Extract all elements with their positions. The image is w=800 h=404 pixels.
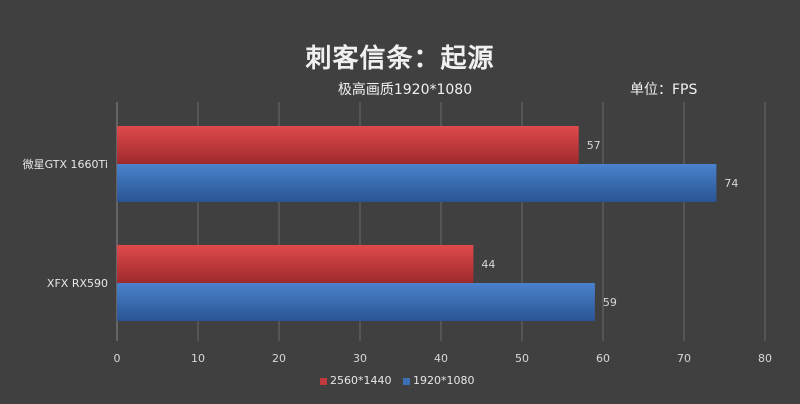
x-tick-label: 10: [191, 352, 205, 365]
x-tick-label: 30: [353, 352, 367, 365]
x-tick-label: 80: [758, 352, 772, 365]
legend-swatch: [403, 377, 410, 385]
unit-label: 单位：FPS: [630, 82, 698, 98]
x-tick-label: 0: [114, 352, 121, 365]
legend-item: 1920*1080: [403, 374, 475, 387]
chart-legend: 2560*1440 1920*1080: [300, 374, 520, 390]
data-label: 74: [724, 177, 738, 190]
x-tick-label: 20: [272, 352, 286, 365]
legend-label: 1920*1080: [413, 374, 475, 387]
data-label: 57: [587, 139, 601, 152]
x-tick-label: 60: [596, 352, 610, 365]
x-tick-label: 40: [434, 352, 448, 365]
data-label: 44: [481, 258, 495, 271]
category-label: XFX RX590: [47, 277, 108, 290]
legend-label: 2560*1440: [330, 374, 392, 387]
x-tick-label: 50: [515, 352, 529, 365]
chart-title: 刺客信条：起源: [305, 44, 495, 74]
bar-1920x1080: [117, 283, 595, 321]
bar-2560x1440: [117, 245, 474, 283]
legend-swatch: [320, 377, 327, 385]
data-label: 59: [603, 296, 617, 309]
x-tick-label: 70: [677, 352, 691, 365]
category-label: 微星GTX 1660Ti: [23, 157, 108, 171]
bar-2560x1440: [117, 126, 579, 164]
bar-1920x1080: [117, 164, 717, 202]
legend-item: 2560*1440: [320, 374, 392, 387]
chart-subtitle: 极高画质1920*1080: [337, 82, 473, 98]
